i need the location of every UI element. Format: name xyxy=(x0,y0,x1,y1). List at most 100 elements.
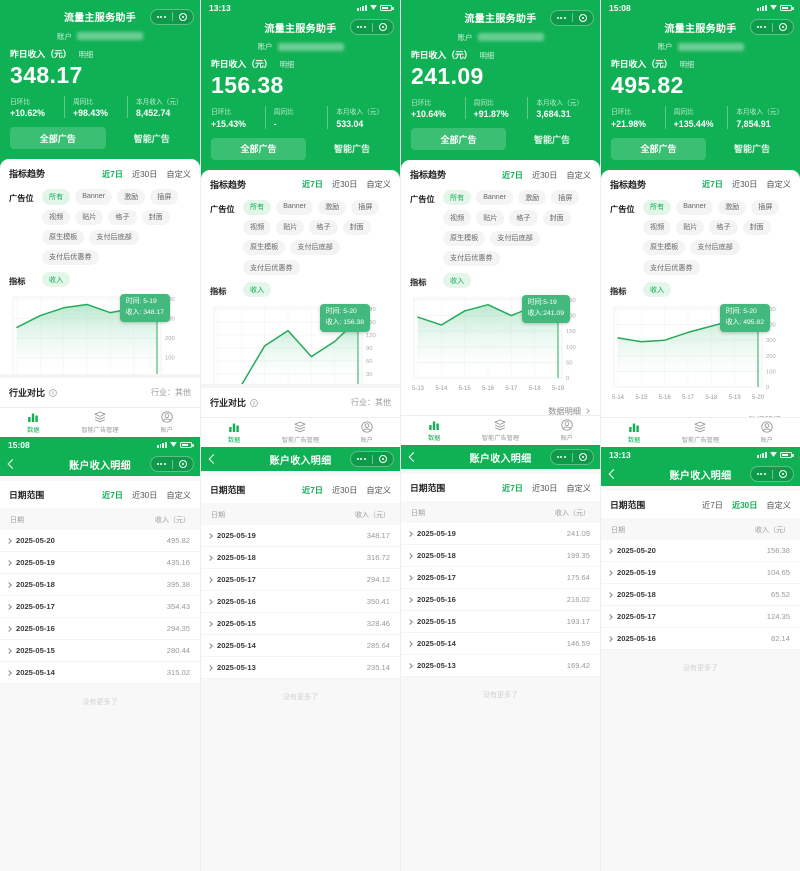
adslot-chip-2[interactable]: 激励 xyxy=(117,189,146,205)
adslot-chip-8[interactable]: 原生模板 xyxy=(643,239,686,256)
adslot-chip-3[interactable]: 插屏 xyxy=(551,190,580,206)
back-icon[interactable] xyxy=(7,459,18,469)
adslot-chip-4[interactable]: 视频 xyxy=(42,209,71,225)
income-detail-link[interactable]: 明细 xyxy=(78,49,94,59)
smart-ads-button[interactable]: 智能广告 xyxy=(333,144,370,154)
table-row[interactable]: 2025-05-14 315.02 xyxy=(0,662,200,684)
detail-tab-0[interactable]: 近7日 xyxy=(102,490,123,500)
adslot-chip-0[interactable]: 所有 xyxy=(643,199,672,215)
trend-tab-1[interactable]: 近30日 xyxy=(331,180,358,189)
detail-tab-0[interactable]: 近7日 xyxy=(702,500,723,510)
adslot-chip-2[interactable]: 激励 xyxy=(718,199,747,215)
table-row[interactable]: 2025-05-17 175.64 xyxy=(401,567,600,589)
adslot-chip-8[interactable]: 原生模板 xyxy=(42,229,85,245)
adslot-chip-10[interactable]: 支付后优惠券 xyxy=(42,249,99,266)
tabbar-item-2[interactable]: 账户 xyxy=(334,418,400,447)
income-detail-link[interactable]: 明细 xyxy=(479,50,495,60)
more-icon[interactable] xyxy=(151,457,172,471)
table-row[interactable]: 2025-05-19 104.65 xyxy=(601,562,800,584)
adslot-chip-8[interactable]: 原生模板 xyxy=(443,230,486,246)
detail-tab-2[interactable]: 自定义 xyxy=(366,485,391,495)
more-icon[interactable] xyxy=(551,450,572,464)
table-row[interactable]: 2025-05-16 216.02 xyxy=(401,589,600,611)
table-row[interactable]: 2025-05-16 350.41 xyxy=(201,591,400,613)
adslot-chip-7[interactable]: 封面 xyxy=(342,219,371,235)
tabbar-item-2[interactable]: 账户 xyxy=(133,408,200,437)
account-switcher[interactable]: 账户 xyxy=(601,39,800,54)
tabbar-item-1[interactable]: 智能广告管理 xyxy=(467,416,533,445)
adslot-chip-10[interactable]: 支付后优惠券 xyxy=(443,250,500,267)
adslot-chip-10[interactable]: 支付后优惠券 xyxy=(243,260,300,276)
detail-tab-0[interactable]: 近7日 xyxy=(302,485,323,495)
metric-chip-income[interactable]: 收入 xyxy=(42,272,71,288)
close-target-icon[interactable] xyxy=(373,452,394,466)
tabbar-item-0[interactable]: 数据 xyxy=(601,418,667,447)
adslot-chip-0[interactable]: 所有 xyxy=(243,199,272,215)
adslot-chip-4[interactable]: 视频 xyxy=(243,219,272,235)
metric-chip-income[interactable]: 收入 xyxy=(643,282,672,298)
table-row[interactable]: 2025-05-18 316.72 xyxy=(201,547,400,569)
adslot-chip-5[interactable]: 贴片 xyxy=(75,209,104,225)
table-row[interactable]: 2025-05-20 156.38 xyxy=(601,540,800,562)
table-row[interactable]: 2025-05-18 199.35 xyxy=(401,545,600,567)
adslot-chip-3[interactable]: 插屏 xyxy=(351,199,380,215)
detail-tab-2[interactable]: 自定义 xyxy=(166,490,191,500)
data-detail-link[interactable]: 数据明细 xyxy=(410,397,591,415)
tabbar-item-2[interactable]: 账户 xyxy=(734,418,800,447)
adslot-chip-2[interactable]: 激励 xyxy=(318,199,347,215)
adslot-chip-3[interactable]: 插屏 xyxy=(751,199,780,215)
more-icon[interactable] xyxy=(351,20,372,34)
table-row[interactable]: 2025-05-19 241.09 xyxy=(401,523,600,545)
adslot-chip-1[interactable]: Banner xyxy=(276,199,314,215)
adslot-chip-7[interactable]: 封面 xyxy=(542,210,571,226)
close-target-icon[interactable] xyxy=(573,450,594,464)
table-row[interactable]: 2025-05-15 193.17 xyxy=(401,611,600,633)
adslot-chip-9[interactable]: 支付后底部 xyxy=(690,239,740,256)
table-row[interactable]: 2025-05-17 354.43 xyxy=(0,596,200,618)
all-ads-button[interactable]: 全部广告 xyxy=(211,137,306,160)
trend-tab-1[interactable]: 近30日 xyxy=(131,169,158,179)
table-row[interactable]: 2025-05-20 495.82 xyxy=(0,530,200,552)
table-row[interactable]: 2025-05-18 65.52 xyxy=(601,584,800,606)
adslot-chip-5[interactable]: 贴片 xyxy=(676,219,705,235)
detail-tab-1[interactable]: 近30日 xyxy=(131,490,158,500)
adslot-chip-1[interactable]: Banner xyxy=(75,189,113,205)
detail-tab-0[interactable]: 近7日 xyxy=(502,483,523,493)
back-icon[interactable] xyxy=(208,454,219,464)
adslot-chip-10[interactable]: 支付后优惠券 xyxy=(643,260,700,276)
close-target-icon[interactable] xyxy=(773,20,794,34)
adslot-chip-0[interactable]: 所有 xyxy=(443,190,472,206)
smart-ads-button[interactable]: 智能广告 xyxy=(533,134,570,145)
trend-tab-0[interactable]: 近7日 xyxy=(302,180,323,189)
tabbar-item-2[interactable]: 账户 xyxy=(534,416,600,445)
adslot-chip-8[interactable]: 原生模板 xyxy=(243,239,286,256)
adslot-chip-7[interactable]: 封面 xyxy=(141,209,170,225)
tabbar-item-0[interactable]: 数据 xyxy=(401,416,467,445)
tabbar-item-0[interactable]: 数据 xyxy=(201,418,267,447)
detail-tab-1[interactable]: 近30日 xyxy=(331,485,358,495)
all-ads-button[interactable]: 全部广告 xyxy=(611,137,706,160)
close-target-icon[interactable] xyxy=(173,457,194,471)
trend-tab-2[interactable]: 自定义 xyxy=(766,180,791,189)
table-row[interactable]: 2025-05-15 328.46 xyxy=(201,613,400,635)
table-row[interactable]: 2025-05-19 348.17 xyxy=(201,525,400,547)
metric-chip-income[interactable]: 收入 xyxy=(443,273,472,289)
smart-ads-button[interactable]: 智能广告 xyxy=(733,144,770,154)
table-row[interactable]: 2025-05-18 395.38 xyxy=(0,574,200,596)
more-icon[interactable] xyxy=(151,10,172,24)
metric-chip-income[interactable]: 收入 xyxy=(243,282,272,298)
adslot-chip-6[interactable]: 格子 xyxy=(309,219,338,235)
adslot-chip-4[interactable]: 视频 xyxy=(643,219,672,235)
more-icon[interactable] xyxy=(351,452,372,466)
trend-tab-0[interactable]: 近7日 xyxy=(502,170,523,180)
all-ads-button[interactable]: 全部广告 xyxy=(10,127,106,150)
back-icon[interactable] xyxy=(608,469,619,479)
trend-tab-2[interactable]: 自定义 xyxy=(366,180,391,189)
close-target-icon[interactable] xyxy=(173,10,194,24)
more-icon[interactable] xyxy=(751,20,772,34)
adslot-chip-7[interactable]: 封面 xyxy=(742,219,771,235)
adslot-chip-6[interactable]: 格子 xyxy=(709,219,738,235)
table-row[interactable]: 2025-05-17 294.12 xyxy=(201,569,400,591)
trend-tab-2[interactable]: 自定义 xyxy=(566,170,591,180)
adslot-chip-6[interactable]: 格子 xyxy=(509,210,538,226)
